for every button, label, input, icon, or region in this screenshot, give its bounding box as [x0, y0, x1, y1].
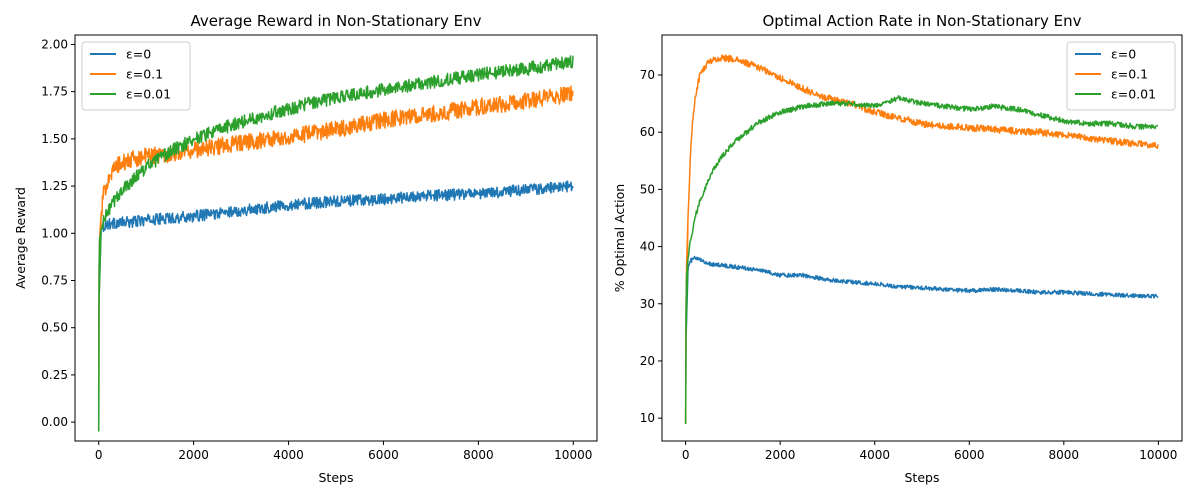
optimal-action-y-tick-label: 40 [640, 240, 655, 254]
optimal-action-y-tick-label: 20 [640, 354, 655, 368]
optimal-action-x-tick-label: 10000 [1139, 448, 1177, 462]
reward-y-ticks: 0.00 0.25 0.50 0.75 1.00 1.25 1.50 1.75 2.00 [41, 37, 75, 429]
reward-x-tick-label: 8000 [463, 448, 494, 462]
reward-series-line-3 [97, 55, 574, 432]
reward-x-tick-label: 6000 [368, 448, 399, 462]
reward-x-tick-label: 0 [95, 448, 103, 462]
optimal-action-chart: Optimal Action Rate in Non-Stationary En… [612, 12, 1183, 485]
reward-y-tick-label: 0.75 [41, 273, 68, 287]
optimal-action-x-ticks: 0 2000 4000 6000 8000 10000 [682, 441, 1177, 462]
reward-x-tick-label: 4000 [273, 448, 304, 462]
reward-y-tick-label: 0.50 [41, 321, 68, 335]
optimal-action-series-lines [684, 54, 1159, 424]
optimal-action-x-tick-label: 8000 [1049, 448, 1080, 462]
reward-x-ticks: 0 2000 4000 6000 8000 10000 [95, 441, 592, 462]
reward-series-line-2 [97, 85, 574, 432]
reward-chart: Average Reward in Non-Stationary Env 0 20… [13, 12, 598, 485]
optimal-action-y-tick-label: 50 [640, 182, 655, 196]
reward-plot-frame [74, 34, 598, 442]
optimal-action-series-line-2 [684, 54, 1159, 424]
optimal-action-chart-title: Optimal Action Rate in Non-Stationary En… [763, 12, 1082, 30]
optimal-action-legend-label: ε=0 [1111, 47, 1136, 62]
reward-legend-label: ε=0 [126, 47, 151, 62]
optimal-action-y-tick-label: 30 [640, 297, 655, 311]
reward-legend-label: ε=0.1 [126, 67, 163, 82]
reward-y-tick-label: 0.25 [41, 368, 68, 382]
optimal-action-y-axis-label: % Optimal Action [612, 184, 627, 292]
reward-legend-label: ε=0.01 [126, 87, 171, 102]
reward-y-tick-label: 0.00 [41, 415, 68, 429]
optimal-action-x-tick-label: 2000 [765, 448, 796, 462]
optimal-action-legend-label: ε=0.01 [1111, 87, 1156, 102]
optimal-action-x-axis-label: Steps [905, 470, 940, 485]
optimal-action-legend: ε=0 ε=0.1 ε=0.01 [1066, 41, 1176, 111]
optimal-action-plot-frame [661, 34, 1183, 442]
reward-x-axis-label: Steps [319, 470, 354, 485]
reward-series-line-1 [97, 180, 574, 432]
reward-y-axis-label: Average Reward [13, 187, 28, 289]
reward-chart-title: Average Reward in Non-Stationary Env [191, 12, 482, 30]
reward-y-tick-label: 1.50 [41, 132, 68, 146]
optimal-action-legend-label: ε=0.1 [1111, 67, 1148, 82]
optimal-action-y-tick-label: 10 [640, 411, 655, 425]
reward-y-tick-label: 1.75 [41, 85, 68, 99]
optimal-action-y-tick-label: 70 [640, 68, 655, 82]
optimal-action-x-tick-label: 6000 [954, 448, 985, 462]
reward-legend: ε=0 ε=0.1 ε=0.01 [81, 41, 191, 111]
optimal-action-y-tick-label: 60 [640, 125, 655, 139]
reward-x-tick-label: 10000 [554, 448, 592, 462]
optimal-action-x-tick-label: 0 [682, 448, 690, 462]
reward-y-tick-label: 2.00 [41, 37, 68, 51]
optimal-action-x-tick-label: 4000 [859, 448, 890, 462]
reward-x-tick-label: 2000 [178, 448, 209, 462]
reward-y-tick-label: 1.25 [41, 179, 68, 193]
optimal-action-series-line-1 [684, 255, 1159, 424]
reward-series-lines [97, 55, 574, 432]
reward-y-tick-label: 1.00 [41, 226, 68, 240]
optimal-action-y-ticks: 10 20 30 40 50 60 70 [640, 68, 662, 425]
optimal-action-series-line-3 [684, 95, 1159, 424]
